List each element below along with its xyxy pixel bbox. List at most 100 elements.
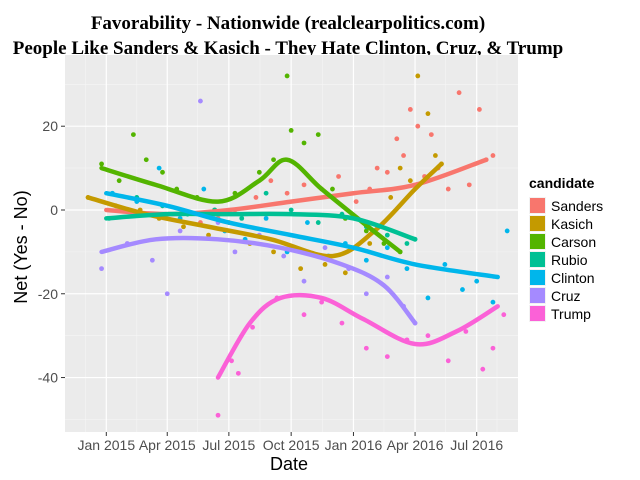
data-point-sanders	[336, 174, 341, 179]
chart-subtitle: People Like Sanders & Kasich - They Hate…	[13, 38, 564, 59]
legend-label: Rubio	[551, 252, 588, 268]
x-tick-label: Apr 2015	[139, 437, 196, 453]
data-point-sanders	[466, 182, 472, 188]
legend-label: Carson	[551, 234, 596, 250]
data-point-kasich	[425, 111, 431, 117]
data-point-kasich	[298, 266, 304, 272]
data-point-cruz	[198, 98, 203, 104]
data-point-clinton	[384, 245, 390, 251]
legend-swatch	[530, 288, 545, 303]
data-point-sanders	[384, 169, 390, 175]
x-tick-label: Jul 2016	[450, 437, 503, 453]
data-point-cruz	[363, 291, 369, 297]
legend-item-sanders: Sanders	[529, 197, 603, 214]
x-tick-label: Jan 2015	[78, 437, 136, 453]
data-point-clinton	[305, 220, 310, 225]
data-point-trump	[490, 345, 496, 351]
data-point-carson	[288, 127, 294, 133]
data-point-clinton	[156, 165, 162, 171]
legend-label: Kasich	[551, 216, 593, 232]
data-point-clinton	[201, 186, 207, 192]
data-point-rubio	[384, 232, 390, 238]
legend-label: Sanders	[551, 198, 603, 214]
data-point-clinton	[490, 299, 496, 305]
legend-item-trump: Trump	[529, 305, 591, 322]
data-point-sanders	[415, 123, 421, 129]
data-point-cruz	[322, 245, 328, 251]
data-point-cruz	[99, 266, 104, 272]
data-point-trump	[480, 366, 486, 372]
data-point-clinton	[460, 287, 465, 292]
data-point-kasich	[181, 224, 186, 230]
data-point-kasich	[322, 262, 328, 267]
data-point-carson	[116, 178, 122, 184]
x-tick-label: Jul 2015	[202, 437, 255, 453]
legend-swatch	[530, 234, 545, 249]
data-point-carson	[363, 228, 369, 234]
y-tick-label: -20	[38, 286, 58, 302]
data-point-kasich	[367, 241, 373, 246]
data-point-trump	[425, 333, 431, 339]
trend-line-clinton	[104, 190, 500, 280]
y-tick-label: 0	[50, 202, 58, 218]
data-point-rubio	[288, 207, 294, 213]
trend-line-cruz	[99, 235, 418, 326]
data-point-clinton	[442, 262, 448, 267]
data-point-cruz	[177, 228, 183, 234]
data-point-cruz	[164, 291, 170, 297]
data-point-carson	[330, 186, 335, 192]
data-point-cruz	[281, 253, 287, 259]
data-point-cruz	[384, 274, 390, 280]
legend-title: candidate	[529, 175, 595, 191]
data-point-clinton	[474, 278, 480, 284]
data-point-trump	[215, 412, 221, 418]
data-point-kasich	[271, 249, 276, 255]
x-tick-label: Apr 2016	[387, 437, 444, 453]
data-point-trump	[363, 345, 369, 351]
data-point-trump	[250, 324, 255, 330]
trend-line-trump	[215, 292, 500, 380]
legend-swatch	[530, 306, 545, 321]
data-point-clinton	[263, 215, 269, 221]
data-point-carson	[301, 140, 307, 146]
data-point-sanders	[401, 153, 406, 158]
data-point-cruz	[232, 249, 238, 255]
data-point-carson	[284, 73, 290, 79]
data-point-sanders	[445, 186, 451, 192]
legend-label: Cruz	[551, 288, 581, 304]
legend-item-clinton: Clinton	[529, 269, 595, 286]
data-point-rubio	[263, 190, 269, 196]
data-point-carson	[143, 157, 149, 163]
legend-label: Trump	[551, 306, 591, 322]
data-point-sanders	[407, 107, 413, 112]
data-point-sanders	[477, 107, 482, 112]
data-point-sanders	[301, 182, 307, 188]
data-point-sanders	[353, 199, 359, 205]
data-point-carson	[271, 157, 276, 163]
y-tick-label: 20	[42, 118, 58, 134]
x-tick-label: Oct 2015	[263, 437, 320, 453]
y-tick-label: -40	[38, 370, 58, 386]
data-point-trump	[501, 312, 507, 318]
legend-label: Clinton	[551, 270, 595, 286]
x-axis-title: Date	[270, 454, 308, 474]
data-point-trump	[319, 299, 325, 305]
data-point-clinton	[363, 257, 369, 263]
data-point-trump	[384, 354, 390, 359]
legend-swatch	[530, 198, 545, 213]
legend: candidate Sanders Kasich Carson Rubio Clinto…	[529, 175, 603, 322]
data-point-sanders	[428, 132, 434, 137]
legend-item-carson: Carson	[529, 233, 596, 250]
x-tick-label: Jan 2016	[325, 437, 383, 453]
data-point-sanders	[490, 153, 496, 158]
data-point-cruz	[301, 278, 307, 284]
data-point-kasich	[342, 270, 348, 276]
legend-item-kasich: Kasich	[529, 215, 593, 232]
legend-swatch	[530, 216, 545, 231]
data-point-kasich	[432, 153, 438, 158]
data-point-rubio	[404, 241, 410, 246]
data-point-sanders	[268, 178, 274, 184]
data-point-clinton	[404, 266, 410, 272]
legend-item-cruz: Cruz	[529, 287, 581, 304]
